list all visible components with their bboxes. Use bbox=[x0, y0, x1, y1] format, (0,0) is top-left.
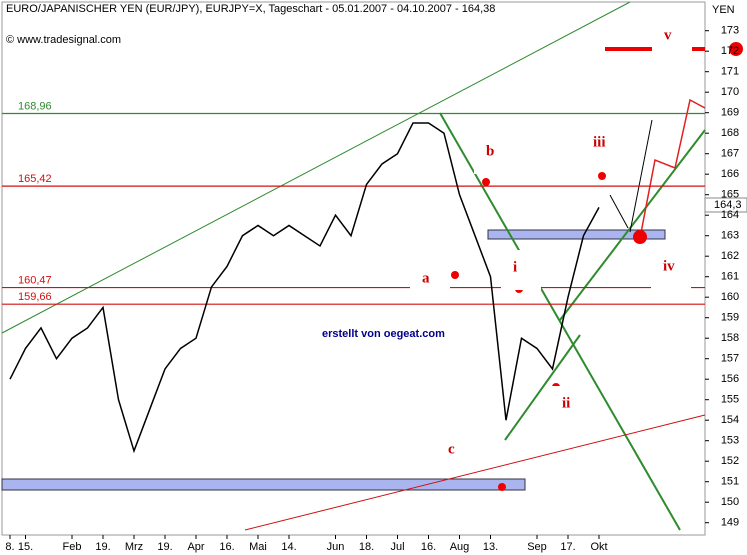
arrow bbox=[629, 119, 653, 233]
y-tick-label: 161 bbox=[721, 271, 739, 283]
y-tick-label: 153 bbox=[721, 435, 739, 447]
y-tick-label: 171 bbox=[721, 66, 739, 78]
level-label: 160,47 bbox=[18, 274, 52, 286]
watermark: © www.tradesignal.com bbox=[6, 34, 121, 46]
annotation-box bbox=[550, 386, 590, 426]
zone bbox=[1, 478, 526, 491]
y-axis-label: YEN bbox=[712, 4, 735, 16]
y-tick-label: 152 bbox=[721, 455, 739, 467]
x-tick-label: Okt bbox=[590, 541, 607, 553]
dot bbox=[598, 172, 606, 180]
arrow bbox=[609, 194, 629, 229]
y-tick-label: 166 bbox=[721, 168, 739, 180]
y-tick-label: 160 bbox=[721, 291, 739, 303]
x-tick-label: 8. bbox=[5, 541, 14, 553]
dot bbox=[498, 483, 506, 491]
y-tick-label: 159 bbox=[721, 312, 739, 324]
annotation: ii bbox=[562, 395, 570, 411]
annotation: i bbox=[513, 259, 517, 275]
annotation: iii bbox=[593, 134, 606, 150]
annotation-box bbox=[474, 134, 514, 174]
y-tick-label: 151 bbox=[721, 476, 739, 488]
level-label: 165,42 bbox=[18, 173, 52, 185]
annotation-box bbox=[501, 250, 541, 290]
dot bbox=[451, 271, 459, 279]
annotation-box bbox=[651, 249, 691, 289]
x-tick-label: 17. bbox=[560, 541, 575, 553]
x-tick-label: 19. bbox=[95, 541, 110, 553]
dot bbox=[482, 178, 490, 186]
plot-frame bbox=[1, 1, 706, 536]
dot bbox=[729, 42, 743, 56]
annotation-box bbox=[581, 125, 621, 165]
y-tick-label: 167 bbox=[721, 148, 739, 160]
y-tick-label: 158 bbox=[721, 332, 739, 344]
x-tick-label: Apr bbox=[187, 541, 204, 553]
annotation: b bbox=[486, 143, 494, 159]
x-tick-label: 18. bbox=[359, 541, 374, 553]
annotation-box bbox=[410, 261, 450, 301]
x-tick-label: Feb bbox=[63, 541, 82, 553]
trend-line bbox=[1, 1, 631, 334]
level-label: 159,66 bbox=[18, 291, 52, 303]
trend-line bbox=[504, 334, 581, 441]
y-tick-label: 170 bbox=[721, 86, 739, 98]
dot bbox=[633, 230, 647, 244]
y-tick-label: 169 bbox=[721, 107, 739, 119]
y-tick-label: 154 bbox=[721, 414, 739, 426]
chart-title: EURO/JAPANISCHER YEN (EUR/JPY), EURJPY=X… bbox=[6, 3, 495, 15]
y-tick-label: 155 bbox=[721, 394, 739, 406]
annotation-box bbox=[652, 18, 692, 58]
trend-line bbox=[244, 414, 706, 531]
y-tick-label: 163 bbox=[721, 230, 739, 242]
y-tick-label: 165 bbox=[721, 189, 739, 201]
x-tick-label: 16. bbox=[421, 541, 436, 553]
x-tick-label: Sep bbox=[527, 541, 547, 553]
x-tick-label: 19. bbox=[157, 541, 172, 553]
annotation: iv bbox=[663, 258, 675, 274]
trend-line bbox=[559, 129, 706, 321]
y-tick-label: 156 bbox=[721, 373, 739, 385]
annotation-box bbox=[436, 432, 476, 472]
x-tick-label: 16. bbox=[219, 541, 234, 553]
annotation: c bbox=[448, 441, 455, 457]
x-tick-label: 13. bbox=[483, 541, 498, 553]
y-tick-label: 173 bbox=[721, 25, 739, 37]
x-tick-label: 14. bbox=[281, 541, 296, 553]
level-label: 168,96 bbox=[18, 100, 52, 112]
note: erstellt von oegeat.com bbox=[322, 328, 445, 340]
y-tick-label: 168 bbox=[721, 127, 739, 139]
y-tick-label: 149 bbox=[721, 517, 739, 529]
zone bbox=[487, 229, 666, 240]
x-tick-label: Mai bbox=[249, 541, 267, 553]
trend-line bbox=[439, 112, 681, 531]
y-tick-label: 162 bbox=[721, 250, 739, 262]
annotation: v bbox=[664, 27, 672, 43]
y-tick-label: 157 bbox=[721, 353, 739, 365]
x-tick-label: Jul bbox=[390, 541, 404, 553]
y-tick-label: 150 bbox=[721, 496, 739, 508]
y-tick-label: 164 bbox=[721, 209, 739, 221]
x-tick-label: Mrz bbox=[125, 541, 143, 553]
x-tick-label: 15. bbox=[18, 541, 33, 553]
annotation: a bbox=[422, 270, 430, 286]
last-label: 164,3 bbox=[714, 199, 742, 211]
last-box bbox=[704, 197, 747, 213]
x-tick-label: Jun bbox=[327, 541, 345, 553]
y-tick-label: 172 bbox=[721, 45, 739, 57]
x-tick-label: Aug bbox=[450, 541, 470, 553]
price-line bbox=[9, 122, 600, 454]
